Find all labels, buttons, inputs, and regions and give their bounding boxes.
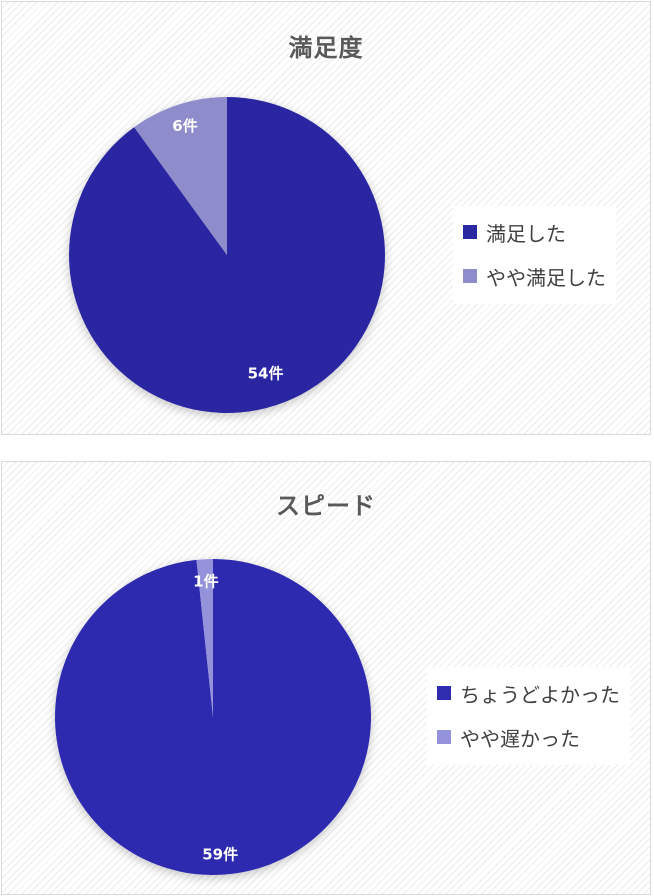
speed-chart-panel: スピード 59件 1件 ちょうどよかった やや遅かった xyxy=(1,461,651,895)
legend-item-satisfied: 満足した xyxy=(463,210,606,254)
pie-data-label-1: 1件 xyxy=(193,572,218,590)
satisfaction-chart-title: 満足度 xyxy=(288,34,364,62)
pie-data-label-0: 54件 xyxy=(248,365,284,383)
speed-legend: ちょうどよかった やや遅かった xyxy=(427,667,630,765)
pie-data-label-1: 6件 xyxy=(172,117,197,135)
satisfaction-chart-panel: 満足度 54件 6件 満足した やや満足した xyxy=(1,1,651,435)
pie-slices xyxy=(68,97,386,413)
legend-swatch-somewhat-satisfied xyxy=(463,269,477,283)
pie-slice-0 xyxy=(68,97,386,413)
legend-label-somewhat-satisfied: やや満足した xyxy=(486,265,606,290)
legend-swatch-somewhat-slow xyxy=(437,730,451,744)
satisfaction-legend: 満足した やや満足した xyxy=(453,206,616,304)
pie-slice-1 xyxy=(134,97,227,255)
pie-slices xyxy=(54,559,372,875)
legend-label-satisfied: 満足した xyxy=(486,221,566,246)
legend-swatch-just-right xyxy=(437,686,451,700)
legend-label-somewhat-slow: やや遅かった xyxy=(460,726,580,751)
legend-item-somewhat-slow: やや遅かった xyxy=(437,715,620,759)
speed-pie-chart: 59件 1件 xyxy=(54,559,372,875)
satisfaction-pie-chart: 54件 6件 xyxy=(68,97,386,413)
legend-item-just-right: ちょうどよかった xyxy=(437,671,620,715)
pie-slice-1 xyxy=(196,559,213,717)
legend-swatch-satisfied xyxy=(463,225,477,239)
pie-data-label-0: 59件 xyxy=(202,845,238,863)
legend-label-just-right: ちょうどよかった xyxy=(460,682,620,707)
legend-item-somewhat-satisfied: やや満足した xyxy=(463,254,606,298)
speed-chart-title: スピード xyxy=(276,492,376,520)
